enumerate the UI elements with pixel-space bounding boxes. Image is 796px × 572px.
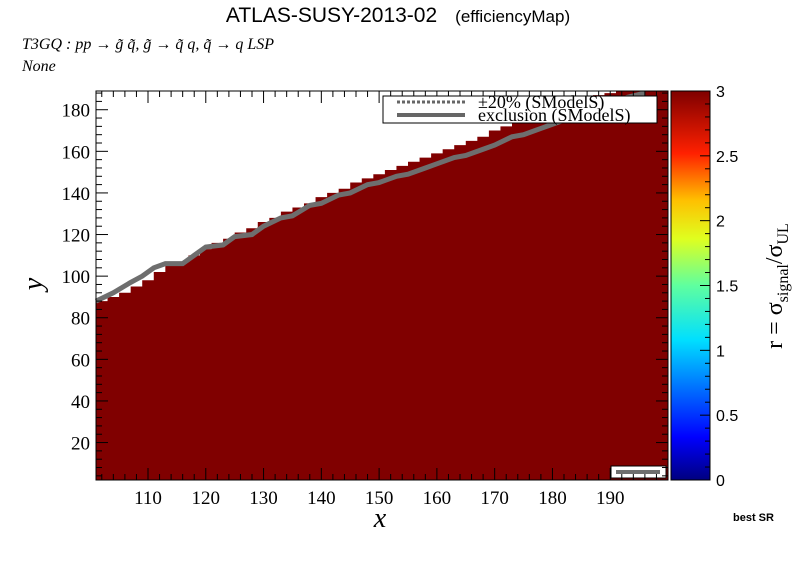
title-subtitle: (efficiencyMap) bbox=[455, 7, 571, 26]
colorbar-tick-label: 2 bbox=[716, 214, 725, 231]
y-tick-label: 80 bbox=[71, 309, 90, 330]
y-axis-label: y bbox=[18, 277, 49, 293]
colorbar-tick-label: 0.5 bbox=[716, 408, 738, 425]
colorbar-label: r = σsignal/σUL bbox=[762, 223, 792, 349]
x-tick-label: 130 bbox=[249, 488, 278, 509]
legend-label: exclusion (SModelS) bbox=[478, 105, 631, 126]
heatmap-cells bbox=[96, 91, 668, 480]
x-tick-label: 170 bbox=[480, 488, 509, 509]
x-tick-label: 110 bbox=[134, 488, 162, 509]
process-label: T3GQ : pp → g̃ q̃, g̃ → q̃ q, q̃ → q LSP bbox=[22, 36, 275, 53]
legend-label: ±20% (SModelS) bbox=[478, 92, 604, 113]
colorbar-label-mid: /σ bbox=[762, 244, 788, 264]
y-tick-label: 180 bbox=[62, 101, 91, 122]
colorbar: 0 0.5 1 1.5 2 2.5 3 r = σsignal/σUL bbox=[670, 84, 792, 490]
colorbar-tick-label: 0 bbox=[716, 473, 725, 490]
chart-title: ATLAS-SUSY-2013-02 (efficiencyMap) bbox=[0, 4, 796, 28]
x-tick-label: 190 bbox=[596, 488, 625, 509]
y-tick-label: 60 bbox=[71, 350, 90, 371]
colorbar-tick-label: 1 bbox=[716, 343, 725, 360]
colorbar-tick-label: 3 bbox=[716, 84, 725, 101]
colorbar-label-main: r = σ bbox=[762, 302, 788, 349]
y-tick-label: 140 bbox=[62, 184, 91, 205]
x-tick-label: 120 bbox=[192, 488, 221, 509]
x-tick-label: 180 bbox=[538, 488, 567, 509]
y-tick-label: 120 bbox=[62, 226, 91, 247]
x-tick-label: 150 bbox=[365, 488, 394, 509]
best-sr-label: best SR bbox=[733, 512, 774, 524]
y-axis: 20 40 60 80 100 120 140 160 180 y bbox=[18, 92, 668, 477]
y-tick-label: 40 bbox=[71, 392, 90, 413]
exclusion-line bbox=[94, 90, 646, 304]
plot-area bbox=[94, 90, 669, 481]
colorbar-label-sub2: UL bbox=[775, 223, 792, 244]
title-text: ATLAS-SUSY-2013-02 bbox=[225, 4, 438, 27]
x-tick-label: 140 bbox=[307, 488, 336, 509]
colorbar-tick-label: 2.5 bbox=[716, 149, 738, 166]
colorbar-tick-label: 1.5 bbox=[716, 279, 738, 296]
y-tick-label: 100 bbox=[62, 267, 91, 288]
y-tick-label: 20 bbox=[71, 434, 90, 455]
y-tick-label: 160 bbox=[62, 142, 91, 163]
plot-frame bbox=[95, 90, 669, 481]
extra-label: None bbox=[22, 58, 56, 75]
x-tick-label: 160 bbox=[423, 488, 452, 509]
colorbar-label-sub1: signal bbox=[775, 264, 792, 303]
x-axis-label: x bbox=[373, 503, 387, 534]
x-axis: 110 120 130 140 150 160 170 180 190 x bbox=[101, 91, 669, 534]
legend: ±20% (SModelS)exclusion (SModelS) bbox=[382, 92, 658, 126]
